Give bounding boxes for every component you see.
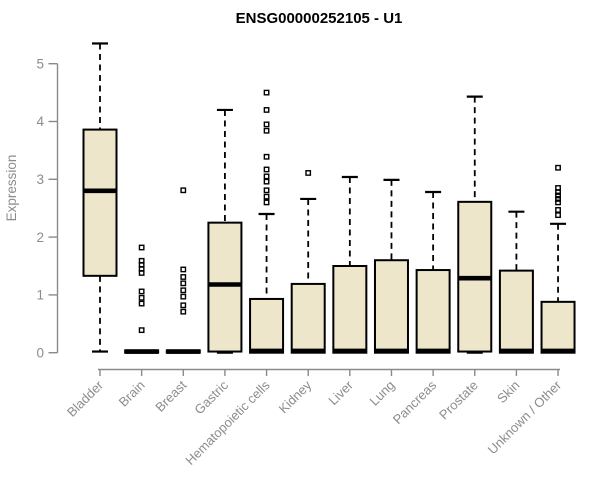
outlier-point — [555, 207, 561, 213]
outlier-point — [138, 327, 145, 334]
x-tick-label: Bladder — [64, 377, 107, 420]
outlier-point — [263, 199, 270, 206]
outlier-point — [263, 89, 270, 96]
box-lung — [373, 178, 409, 354]
y-tick-label: 2 — [36, 230, 44, 245]
x-tick-label: Breast — [152, 377, 189, 414]
outlier-point — [180, 280, 187, 287]
boxes-layer — [82, 42, 576, 354]
x-tick-label: Gastric — [191, 377, 231, 417]
outlier-point — [263, 107, 270, 113]
outlier-point — [138, 244, 145, 251]
y-tick-label: 4 — [36, 114, 44, 129]
box-brain — [124, 244, 160, 354]
outlier-point — [263, 193, 270, 200]
box-hematopoietic-cells — [249, 89, 285, 354]
outlier-point — [180, 293, 187, 300]
box-pancreas — [415, 190, 451, 354]
iqr-box — [249, 297, 285, 354]
outlier-point — [180, 266, 187, 273]
outlier-point — [305, 170, 312, 176]
outlier-point — [263, 153, 270, 160]
x-tick-label: Pancreas — [390, 377, 440, 427]
x-tick-label: Kidney — [276, 377, 315, 416]
x-tick-label: Brain — [116, 378, 148, 410]
box-breast — [165, 187, 201, 354]
box-skin — [498, 210, 534, 354]
x-tick-label: Unknown / Other — [485, 377, 565, 457]
y-tick-label: 0 — [36, 345, 44, 360]
outlier-point — [555, 192, 561, 199]
x-tick-label: Skin — [494, 378, 522, 406]
outlier-point — [555, 189, 561, 195]
outlier-point — [263, 121, 270, 128]
iqr-box — [207, 221, 243, 353]
y-tick-label: 3 — [36, 172, 44, 187]
iqr-box — [290, 282, 326, 354]
y-tick-label: 1 — [36, 288, 44, 303]
outlier-point — [555, 199, 561, 206]
iqr-box — [540, 300, 576, 354]
iqr-box — [82, 128, 118, 277]
box-kidney — [290, 170, 326, 354]
outlier-point — [180, 287, 187, 294]
box-gastric — [207, 108, 243, 354]
outlier-point — [263, 178, 270, 185]
x-tick-label: Prostate — [436, 378, 481, 423]
box-bladder — [82, 42, 118, 353]
box-unknown-other — [540, 164, 576, 354]
iqr-box — [498, 269, 534, 354]
outlier-point — [180, 274, 187, 280]
outlier-point — [555, 164, 561, 171]
outlier-point — [180, 187, 187, 194]
y-tick-label: 5 — [36, 56, 44, 71]
chart-title: ENSG00000252105 - U1 — [236, 10, 403, 27]
outlier-point — [555, 212, 561, 219]
iqr-box — [332, 265, 368, 354]
x-tick-label: Liver — [325, 377, 356, 408]
outlier-point — [138, 288, 145, 295]
outlier-point — [180, 302, 187, 309]
iqr-box — [415, 269, 451, 354]
outlier-point — [138, 270, 145, 276]
outlier-point — [263, 187, 270, 194]
outlier-point — [138, 300, 145, 307]
x-tick-label: Lung — [367, 378, 398, 409]
outlier-point — [263, 127, 270, 134]
box-liver — [332, 175, 368, 354]
outlier-point — [263, 166, 270, 173]
outlier-point — [180, 308, 187, 315]
outlier-point — [555, 196, 561, 202]
outlier-point — [138, 294, 145, 301]
box-prostate — [457, 95, 493, 354]
outlier-point — [263, 173, 270, 180]
iqr-box — [373, 259, 409, 354]
y-axis-label: Expression — [4, 155, 19, 222]
